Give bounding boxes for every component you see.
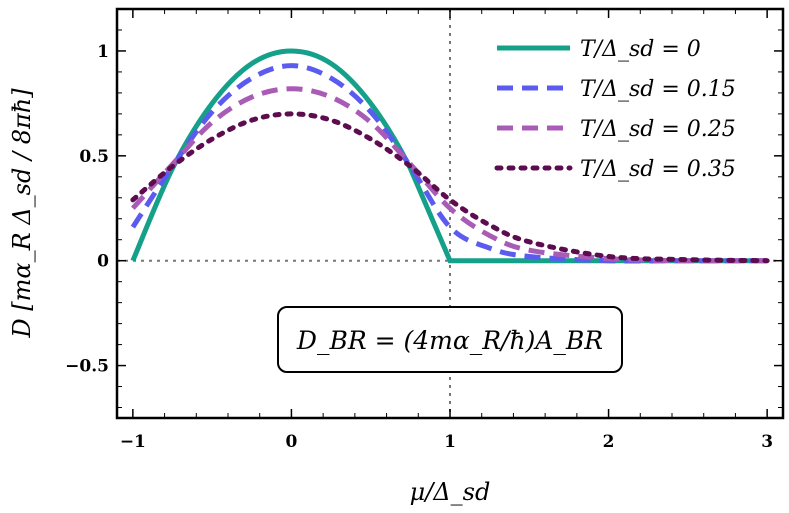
- y-tick-label: 0.5: [79, 147, 109, 167]
- x-tick-label: −1: [120, 432, 146, 452]
- legend-label-3: T/Δ_sd = 0.35: [580, 157, 736, 182]
- x-tick-label: 1: [444, 432, 456, 452]
- legend-label-2: T/Δ_sd = 0.25: [580, 117, 736, 142]
- y-axis-label: D [mα_R Δ_sd / 8πħ]: [8, 88, 36, 339]
- y-tick-label: 1: [97, 42, 109, 62]
- annotation-box: D_BR = (4mα_R/ħ)A_BR: [277, 306, 623, 373]
- y-tick-label: −0.5: [65, 357, 109, 377]
- x-tick-label: 2: [603, 432, 615, 452]
- annotation-frame: [277, 306, 623, 373]
- y-tick-label: 0: [97, 252, 109, 272]
- legend-label-1: T/Δ_sd = 0.15: [580, 77, 736, 102]
- series-line-3: [130, 111, 770, 264]
- series-layer: [130, 48, 770, 264]
- axis-ticks: −1 0 1 2 3 −0.5 0 0.5 1: [65, 9, 783, 452]
- legend-label-0: T/Δ_sd = 0: [580, 37, 701, 62]
- annotation-text: D_BR = (4mα_R/ħ)A_BR: [296, 326, 603, 355]
- x-axis-label: μ/Δ_sd: [410, 478, 491, 506]
- legend: T/Δ_sd = 0 T/Δ_sd = 0.15 T/Δ_sd = 0.25 T/Δ_…: [494, 37, 736, 182]
- x-tick-label: 0: [286, 432, 298, 452]
- x-tick-label: 3: [761, 432, 773, 452]
